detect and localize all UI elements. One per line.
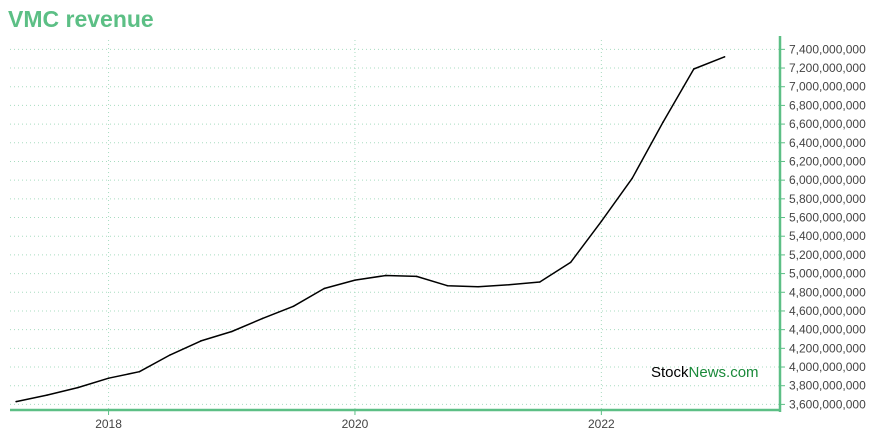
data-point xyxy=(15,400,17,403)
x-axis-ticks: 2018 2020 2022 xyxy=(95,410,615,431)
x-tick-label: 2020 xyxy=(342,417,369,431)
data-point xyxy=(323,287,325,290)
y-tick-label: 4,400,000,000 xyxy=(789,323,866,337)
data-point xyxy=(569,261,572,264)
data-point xyxy=(292,305,295,308)
y-axis-ticks: 3,600,000,000 3,800,000,000 4,000,000,000 4… xyxy=(780,42,866,411)
y-tick-label: 7,200,000,000 xyxy=(789,61,866,75)
watermark-part1: Stock xyxy=(651,364,689,381)
y-tick-label: 4,600,000,000 xyxy=(789,304,866,318)
y-tick-label: 3,800,000,000 xyxy=(789,379,866,393)
data-point xyxy=(200,340,202,342)
data-point xyxy=(538,281,541,283)
y-tick-label: 5,800,000,000 xyxy=(789,192,866,206)
y-tick-label: 6,000,000,000 xyxy=(789,173,866,187)
data-point xyxy=(631,177,633,180)
y-tick-label: 7,000,000,000 xyxy=(789,80,866,94)
y-tick-label: 3,600,000,000 xyxy=(789,397,866,411)
watermark-part2: News.com xyxy=(688,364,759,381)
data-point xyxy=(600,220,603,223)
y-tick-label: 6,200,000,000 xyxy=(789,154,866,168)
data-point xyxy=(354,279,356,281)
data-point xyxy=(261,317,264,320)
x-tick-label: 2022 xyxy=(588,417,615,431)
y-tick-label: 5,200,000,000 xyxy=(789,248,866,262)
chart-title: VMC revenue xyxy=(8,6,154,32)
data-point xyxy=(230,330,233,333)
revenue-series-line xyxy=(16,56,725,403)
x-tick-label: 2018 xyxy=(95,417,122,431)
grid xyxy=(10,40,780,410)
data-point xyxy=(169,354,171,356)
data-point xyxy=(692,68,695,70)
y-tick-label: 5,400,000,000 xyxy=(789,229,866,243)
y-tick-label: 4,800,000,000 xyxy=(789,285,866,299)
data-point xyxy=(46,394,48,396)
data-point xyxy=(76,386,79,389)
y-tick-label: 5,000,000,000 xyxy=(789,267,866,281)
axes xyxy=(10,36,782,412)
y-tick-label: 4,200,000,000 xyxy=(789,341,866,355)
data-point xyxy=(107,377,110,380)
data-point xyxy=(415,275,418,278)
series-layer xyxy=(15,56,726,403)
y-tick-label: 6,400,000,000 xyxy=(789,136,866,150)
y-tick-label: 6,600,000,000 xyxy=(789,117,866,131)
data-point xyxy=(477,285,479,288)
data-point xyxy=(662,121,664,124)
y-tick-label: 6,800,000,000 xyxy=(789,98,866,112)
data-point xyxy=(508,283,510,286)
watermark: StockNews.com xyxy=(651,364,759,381)
data-point xyxy=(446,284,449,287)
y-tick-label: 7,400,000,000 xyxy=(789,42,866,56)
data-point xyxy=(138,370,141,373)
data-point xyxy=(723,56,726,58)
y-tick-label: 4,000,000,000 xyxy=(789,360,866,374)
y-tick-label: 5,600,000,000 xyxy=(789,211,866,225)
data-point xyxy=(384,274,387,277)
